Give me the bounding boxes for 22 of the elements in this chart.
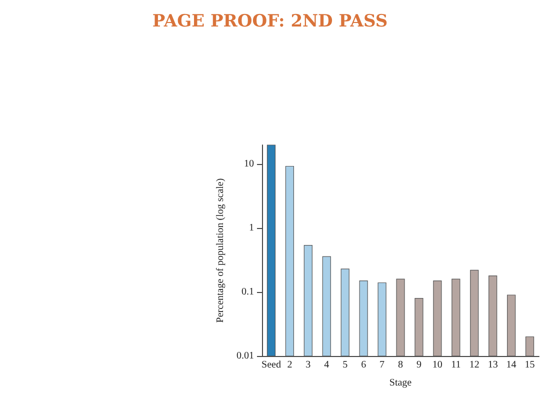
y-tick-label: 10: [244, 158, 254, 170]
x-tick-label: 10: [432, 360, 442, 370]
x-tick-label: 15: [524, 360, 535, 370]
x-tick-label: 4: [324, 360, 330, 370]
x-tick-label: 7: [380, 360, 385, 370]
chart-title: PAGE PROOF: 2ND PASS: [152, 12, 388, 32]
x-tick-label: 13: [488, 360, 498, 370]
x-axis-title: Stage: [389, 378, 412, 388]
y-tick-label: 0.1: [242, 286, 254, 298]
x-tick-label: 8: [398, 360, 403, 370]
x-tick-label: 2: [287, 360, 292, 370]
x-tick-label: 9: [416, 360, 422, 370]
y-tick-label: 1: [249, 222, 254, 234]
x-tick-label: 12: [469, 360, 480, 370]
y-tick-label: 0.01: [236, 350, 254, 362]
x-tick-label: 11: [451, 360, 461, 370]
x-tick-label: 3: [306, 360, 311, 370]
x-tick-label: 14: [506, 360, 516, 370]
x-tick-label: Seed: [262, 360, 281, 370]
x-tick-label: 5: [342, 360, 348, 370]
y-axis-title: Percentage of population (log scale): [215, 178, 226, 323]
x-tick-label: 6: [361, 360, 366, 370]
